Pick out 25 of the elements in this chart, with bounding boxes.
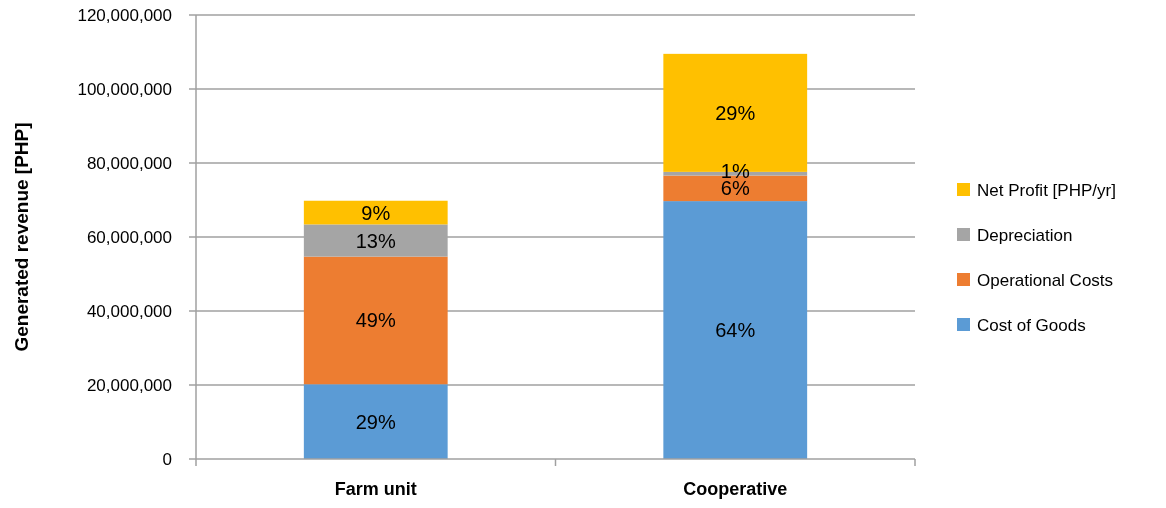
y-tick-label: 40,000,000 [86, 301, 172, 321]
legend-label: Cost of Goods [977, 315, 1086, 335]
legend-label: Operational Costs [977, 270, 1114, 290]
annotation: 9% [361, 201, 391, 224]
x-tick-label: Cooperative [683, 479, 788, 499]
legend-label: Net Profit [PHP/yr] [977, 180, 1116, 200]
x-tick-label: Farm unit [334, 479, 417, 499]
annotation: 29% [715, 101, 756, 124]
bar [663, 201, 808, 459]
bar [303, 200, 448, 225]
y-tick-label: 100,000,000 [77, 79, 172, 99]
annotation: 49% [355, 309, 396, 332]
y-axis-title: Generated revenue [PHP] [11, 122, 32, 352]
annotation: 13% [355, 229, 396, 252]
y-tick-label: 120,000,000 [77, 5, 172, 25]
y-tick-label: 20,000,000 [86, 375, 172, 395]
y-tick-label: 0 [162, 449, 172, 469]
y-tick-label: 80,000,000 [86, 153, 172, 173]
bar [303, 384, 448, 459]
bar [303, 256, 448, 385]
y-tick-label: 60,000,000 [86, 227, 172, 247]
annotation: 29% [355, 410, 396, 433]
annotation: 6% [720, 177, 750, 200]
legend-label: Depreciation [977, 225, 1073, 245]
annotation: 64% [715, 319, 756, 342]
